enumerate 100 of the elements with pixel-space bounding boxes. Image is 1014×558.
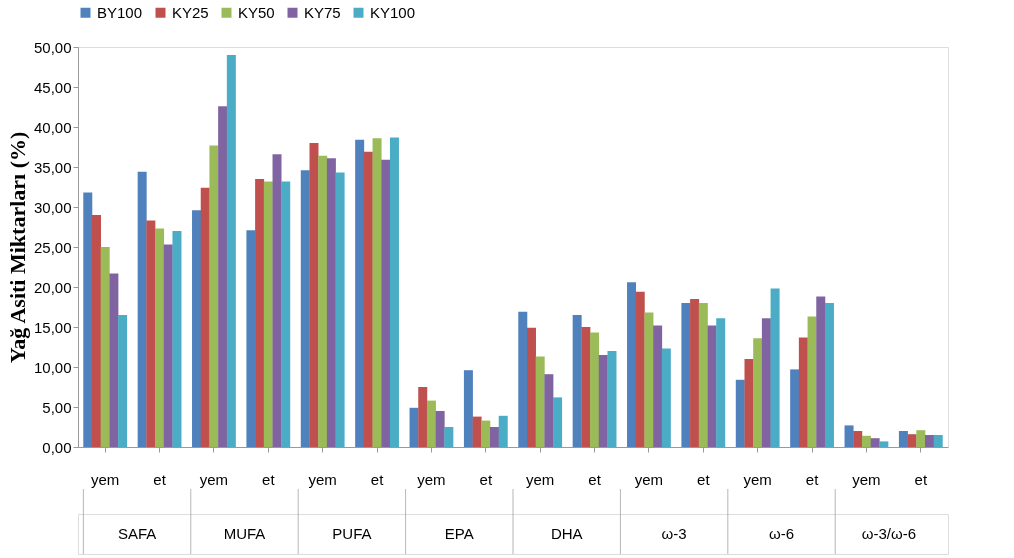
y-tick-label: 30,00 [33, 198, 72, 216]
bar [372, 138, 382, 447]
bar [83, 192, 93, 447]
y-tick-label: 10,00 [33, 358, 72, 376]
x-tick-label: et [914, 470, 928, 488]
bar [155, 228, 165, 447]
bar [100, 247, 110, 447]
y-tick-label: 50,00 [33, 38, 72, 56]
bar [861, 435, 871, 447]
bar [192, 210, 202, 447]
bar [481, 420, 491, 447]
x-tick-label: yem [526, 470, 555, 488]
bar [335, 172, 345, 447]
x-tick-label: yem [308, 470, 337, 488]
y-axis-title: Yağ Asiti Miktarları (%) [4, 131, 30, 364]
bar [263, 181, 273, 447]
bar [698, 303, 708, 447]
y-tick-label: 25,00 [33, 238, 72, 256]
bar [526, 327, 536, 447]
bar [426, 400, 436, 447]
y-tick-label: 35,00 [33, 158, 72, 176]
text: ω-6 [768, 525, 795, 542]
legend-label: KY100 [370, 3, 416, 21]
bar [607, 351, 617, 447]
text: DHA [550, 525, 583, 542]
bar [444, 427, 454, 447]
bar [318, 155, 328, 447]
bar [389, 137, 399, 447]
text: EPA [444, 525, 474, 542]
bar [381, 159, 391, 447]
bar [627, 282, 637, 447]
bar [91, 215, 101, 447]
bar [933, 435, 943, 447]
x-tick-label: et [153, 470, 167, 488]
text: SAFA [117, 525, 157, 542]
text: ω-3 [661, 525, 687, 542]
bar [498, 415, 508, 447]
bar [681, 303, 691, 447]
bar [870, 438, 880, 447]
x-tick-label: et [805, 470, 820, 488]
bar [925, 435, 935, 447]
bar [690, 299, 700, 447]
x-tick-label: et [262, 470, 276, 488]
x-tick-label: yem [852, 470, 881, 488]
bar [661, 348, 671, 447]
bar [844, 425, 854, 447]
bar [590, 332, 600, 447]
bar [490, 427, 500, 447]
bar [553, 397, 563, 447]
bar [716, 318, 726, 447]
bar [761, 318, 771, 447]
bar [824, 303, 834, 447]
bar [435, 411, 445, 447]
bar [246, 230, 256, 447]
bar [326, 158, 336, 447]
bar [172, 231, 182, 447]
bar [744, 359, 754, 447]
bar [418, 387, 428, 447]
bar [770, 288, 780, 447]
legend-label: BY100 [97, 3, 143, 21]
x-tick-label: et [370, 470, 385, 488]
bar [644, 312, 654, 447]
legend-label: KY50 [238, 3, 275, 21]
text: MUFA [223, 525, 266, 542]
bar [916, 430, 926, 447]
bar [898, 431, 908, 447]
bar [816, 296, 826, 447]
x-tick-label: et [697, 470, 711, 488]
legend-label: KY75 [304, 3, 341, 21]
bar [653, 325, 663, 447]
bar [581, 327, 591, 447]
x-tick-label: yem [91, 470, 120, 488]
bar [218, 106, 228, 447]
bar [355, 139, 365, 447]
bar [209, 145, 219, 447]
bar [798, 337, 808, 447]
bar [907, 434, 917, 447]
bar [309, 143, 319, 447]
bar [572, 315, 582, 447]
bar [255, 179, 265, 447]
bar [544, 374, 554, 447]
bar [535, 356, 545, 447]
bar [635, 291, 645, 447]
x-tick-label: yem [743, 470, 772, 488]
x-tick-label: et [479, 470, 493, 488]
y-tick-label: 5,00 [42, 398, 72, 416]
bar [272, 154, 282, 447]
bar [853, 431, 863, 447]
bar [146, 220, 156, 447]
legend-label: KY25 [172, 3, 209, 21]
bar [790, 369, 800, 447]
bar [226, 55, 236, 447]
bar [281, 181, 291, 447]
x-tick-label: yem [199, 470, 229, 488]
text: PUFA [332, 525, 372, 542]
bar [463, 370, 473, 447]
y-tick-label: 20,00 [33, 278, 72, 296]
y-tick-label: 40,00 [33, 118, 72, 136]
y-tick-label: 0,00 [42, 438, 72, 456]
bar [363, 151, 373, 447]
